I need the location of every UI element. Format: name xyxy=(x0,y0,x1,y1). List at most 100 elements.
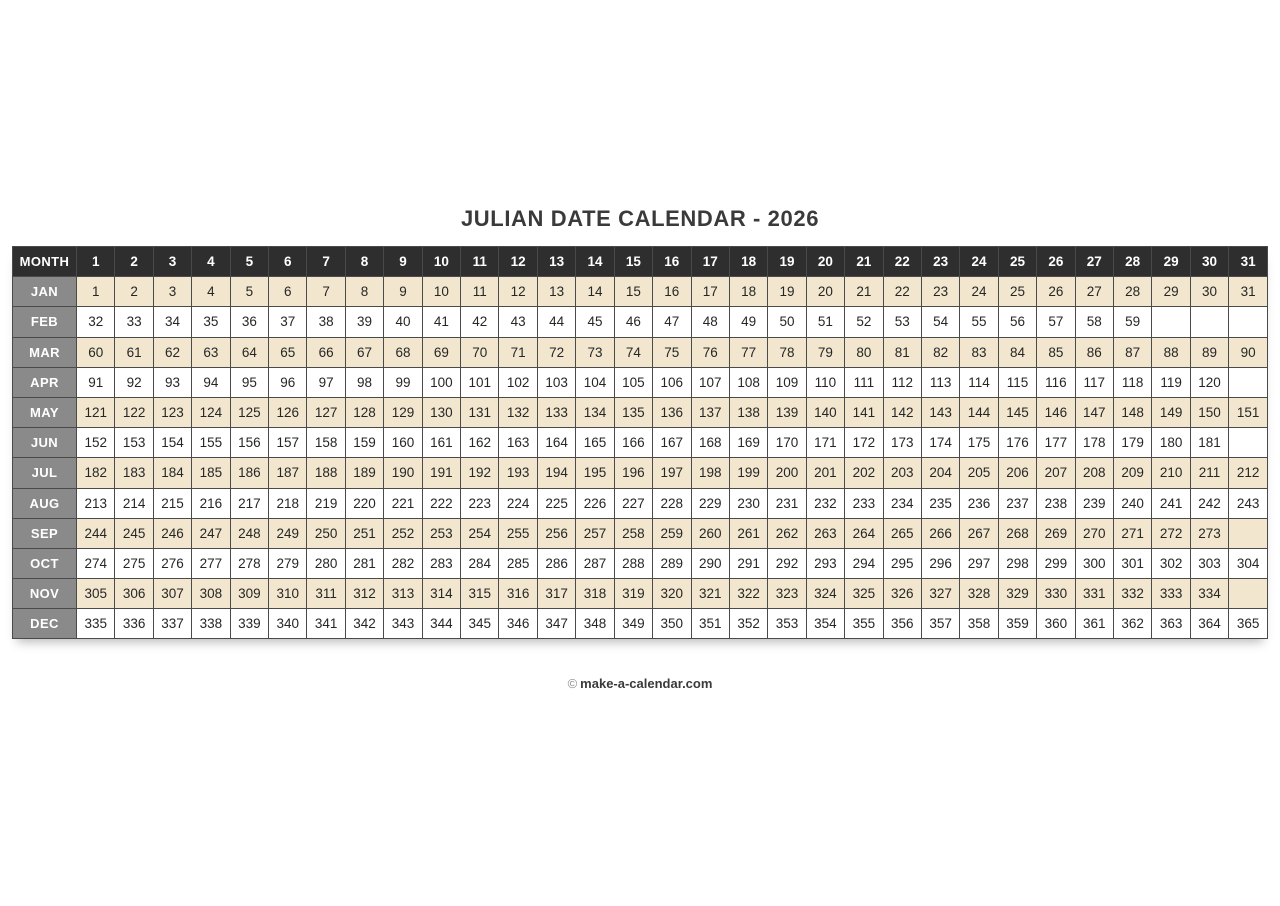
julian-day-cell: 130 xyxy=(421,396,462,429)
julian-day-cell: 324 xyxy=(805,578,846,610)
julian-day-cell: 116 xyxy=(1036,366,1076,398)
header-cell-day: 15 xyxy=(613,245,654,278)
julian-day-cell: 122 xyxy=(114,396,154,429)
julian-day-cell: 192 xyxy=(460,457,500,489)
header-cell-day: 23 xyxy=(920,245,961,278)
julian-day-cell: 14 xyxy=(575,276,615,308)
julian-day-cell: 220 xyxy=(344,487,385,519)
julian-day-cell: 65 xyxy=(268,336,308,368)
julian-day-cell: 302 xyxy=(1151,547,1191,580)
site-credit: © make-a-calendar.com xyxy=(0,676,1280,691)
julian-day-cell: 9 xyxy=(383,276,423,308)
julian-day-cell: 78 xyxy=(767,336,807,368)
julian-day-cell: 330 xyxy=(1036,578,1076,610)
month-label-cell: OCT xyxy=(12,547,77,580)
julian-day-cell: 205 xyxy=(959,457,999,489)
julian-day-cell: 258 xyxy=(613,517,654,549)
julian-day-cell: 206 xyxy=(997,457,1038,489)
julian-day-cell: 45 xyxy=(575,306,615,338)
julian-day-cell: 217 xyxy=(229,487,270,519)
julian-day-cell: 325 xyxy=(844,578,884,610)
julian-day-cell: 289 xyxy=(652,547,692,580)
julian-day-cell: 40 xyxy=(383,306,423,338)
julian-day-cell: 129 xyxy=(383,396,423,429)
header-cell-day: 18 xyxy=(728,245,769,278)
calendar-body: JAN 1 2 3 4 5 6 7 8 9 10 11 12 13 14 15 16 17 18 19 20 21 22 23… xyxy=(12,276,1268,640)
julian-day-cell: 332 xyxy=(1112,578,1153,610)
julian-day-cell: 117 xyxy=(1074,366,1114,398)
julian-day-cell: 219 xyxy=(306,487,346,519)
julian-day-cell: 320 xyxy=(652,578,692,610)
julian-day-cell: 200 xyxy=(767,457,807,489)
julian-day-cell: 357 xyxy=(920,608,961,640)
julian-day-cell: 33 xyxy=(114,306,154,338)
julian-day-cell: 218 xyxy=(268,487,308,519)
month-label-cell: JUL xyxy=(12,457,77,489)
julian-day-cell: 173 xyxy=(882,427,922,459)
julian-day-cell: 79 xyxy=(805,336,846,368)
julian-day-cell: 337 xyxy=(152,608,193,640)
julian-day-cell: 322 xyxy=(728,578,769,610)
julian-day-cell: 277 xyxy=(191,547,231,580)
julian-day-cell: 86 xyxy=(1074,336,1114,368)
julian-day-cell: 335 xyxy=(75,608,116,640)
julian-day-cell: 268 xyxy=(997,517,1038,549)
julian-day-cell: 27 xyxy=(1074,276,1114,308)
julian-day-cell: 114 xyxy=(959,366,999,398)
julian-day-cell: 209 xyxy=(1112,457,1153,489)
julian-day-cell: 287 xyxy=(575,547,615,580)
julian-day-cell: 210 xyxy=(1151,457,1191,489)
julian-day-cell: 138 xyxy=(728,396,769,429)
julian-day-cell: 111 xyxy=(844,366,884,398)
julian-day-cell: 159 xyxy=(344,427,385,459)
julian-day-cell: 66 xyxy=(306,336,346,368)
julian-day-cell: 253 xyxy=(421,517,462,549)
copyright-icon: © xyxy=(567,676,578,692)
julian-day-cell: 70 xyxy=(460,336,500,368)
julian-day-cell: 75 xyxy=(652,336,692,368)
month-label-cell: APR xyxy=(12,366,77,398)
julian-day-cell: 107 xyxy=(690,366,730,398)
julian-day-cell: 160 xyxy=(383,427,423,459)
julian-day-cell: 21 xyxy=(844,276,884,308)
julian-day-cell: 164 xyxy=(536,427,577,459)
julian-day-cell: 312 xyxy=(344,578,385,610)
julian-day-cell: 278 xyxy=(229,547,270,580)
julian-day-cell: 44 xyxy=(536,306,577,338)
julian-day-cell: 41 xyxy=(421,306,462,338)
julian-day-cell: 37 xyxy=(268,306,308,338)
julian-day-cell: 12 xyxy=(498,276,538,308)
month-row-may: MAY 121 122 123 124 125 126 127 128 129 130 131 132 1… xyxy=(12,396,1268,429)
julian-day-cell: 128 xyxy=(344,396,385,429)
julian-day-cell: 106 xyxy=(652,366,692,398)
julian-day-cell: 171 xyxy=(805,427,846,459)
julian-day-cell: 172 xyxy=(844,427,884,459)
julian-day-cell: 334 xyxy=(1189,578,1230,610)
julian-day-cell: 137 xyxy=(690,396,730,429)
julian-day-cell: 43 xyxy=(498,306,538,338)
julian-day-cell: 194 xyxy=(536,457,577,489)
julian-day-cell: 203 xyxy=(882,457,922,489)
julian-day-cell: 36 xyxy=(229,306,270,338)
julian-day-cell: 2 xyxy=(114,276,154,308)
julian-day-cell: 28 xyxy=(1112,276,1153,308)
julian-day-cell: 61 xyxy=(114,336,154,368)
julian-day-cell: 233 xyxy=(844,487,884,519)
julian-day-cell: 189 xyxy=(344,457,385,489)
julian-day-cell: 243 xyxy=(1228,487,1268,519)
julian-day-cell: 170 xyxy=(767,427,807,459)
julian-day-cell: 262 xyxy=(767,517,807,549)
julian-day-cell: 284 xyxy=(460,547,500,580)
julian-day-cell: 113 xyxy=(920,366,961,398)
julian-day-cell: 208 xyxy=(1074,457,1114,489)
julian-day-cell: 230 xyxy=(728,487,769,519)
julian-day-cell: 133 xyxy=(536,396,577,429)
julian-day-cell: 229 xyxy=(690,487,730,519)
julian-day-cell: 197 xyxy=(652,457,692,489)
julian-day-cell: 327 xyxy=(920,578,961,610)
julian-day-cell: 77 xyxy=(728,336,769,368)
julian-day-cell: 163 xyxy=(498,427,538,459)
page-title: JULIAN DATE CALENDAR - 2026 xyxy=(460,206,820,231)
julian-day-cell: 195 xyxy=(575,457,615,489)
